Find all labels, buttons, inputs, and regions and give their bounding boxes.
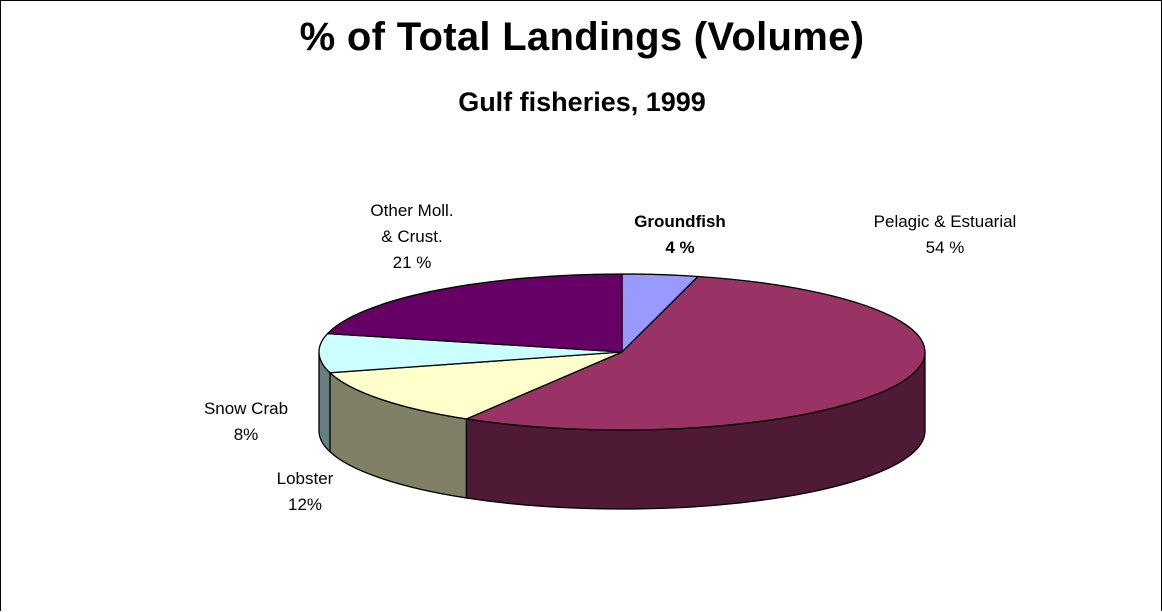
label-line: 4 % — [665, 238, 694, 257]
label-line: Lobster — [277, 469, 334, 488]
pie-labels: Groundfish 4 % Pelagic & Estuarial 54 % Lobs… — [204, 201, 1016, 514]
label-snow-crab: Snow Crab 8% — [204, 399, 288, 444]
slice-snow-crab — [318, 332, 623, 374]
label-pelagic-estuarial: Pelagic & Estuarial 54 % — [874, 212, 1017, 257]
label-lobster: Lobster 12% — [277, 469, 334, 514]
label-other-moll-crust: Other Moll. & Crust. 21 % — [370, 201, 453, 272]
label-line: 12% — [288, 495, 322, 514]
label-line: 21 % — [393, 253, 432, 272]
label-line: 8% — [234, 425, 259, 444]
pie-sides — [318, 351, 926, 510]
label-line: Pelagic & Estuarial — [874, 212, 1017, 231]
label-line: 54 % — [926, 238, 965, 257]
chart-title: % of Total Landings (Volume) — [299, 15, 865, 59]
label-line: & Crust. — [381, 227, 442, 246]
slice-lobster — [329, 351, 623, 420]
pie-tops — [318, 273, 926, 431]
label-groundfish: Groundfish 4 % — [634, 212, 726, 257]
label-line: Snow Crab — [204, 399, 288, 418]
label-line: Other Moll. — [370, 201, 453, 220]
label-line: Groundfish — [634, 212, 726, 231]
slice-other-moll-crust — [326, 273, 623, 353]
chart-subtitle: Gulf fisheries, 1999 — [458, 87, 706, 117]
slice-pelagic-estuarial — [465, 275, 926, 431]
